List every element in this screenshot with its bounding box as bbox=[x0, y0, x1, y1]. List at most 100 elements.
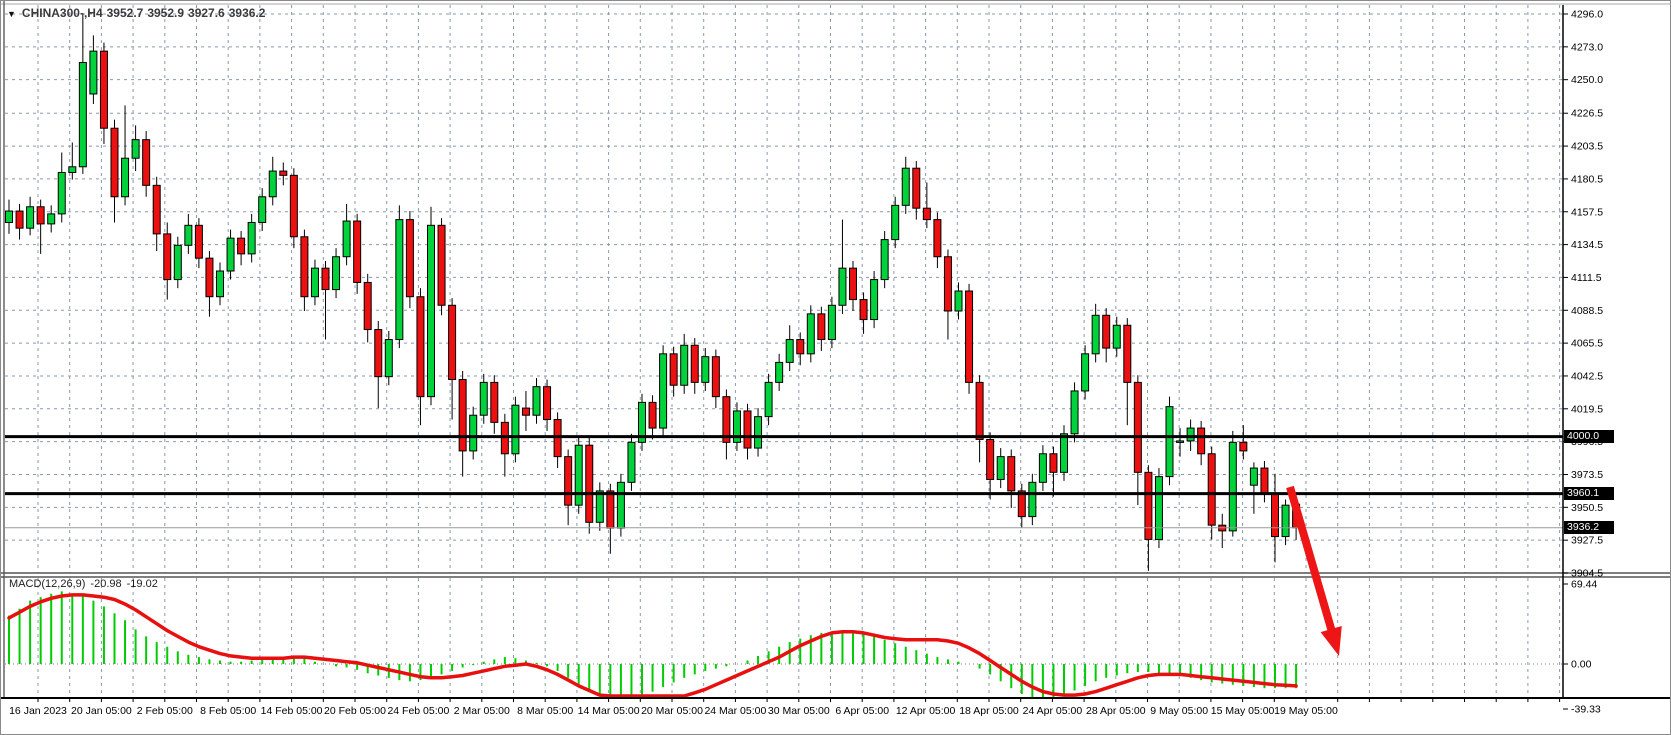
candle-bear bbox=[1260, 467, 1269, 495]
candle-bear bbox=[142, 139, 151, 186]
time-tick-label[interactable]: 18 Apr 05:00 bbox=[959, 705, 1019, 717]
candle-bull bbox=[532, 386, 541, 416]
candle-bull bbox=[1060, 433, 1068, 473]
price-tick-label: 4296.0 bbox=[1571, 9, 1603, 21]
candle-bull bbox=[870, 279, 879, 321]
candle-bear bbox=[289, 174, 298, 238]
candle-bull bbox=[1154, 476, 1163, 540]
candle-bull bbox=[247, 221, 256, 255]
price-tick-label: 3904.5 bbox=[1571, 568, 1603, 580]
price-tick-label: 4273.0 bbox=[1571, 41, 1603, 53]
candle-bear bbox=[986, 438, 995, 480]
candle-bear bbox=[648, 401, 657, 429]
candle-bull bbox=[427, 224, 435, 398]
time-tick-label[interactable]: 6 Apr 05:00 bbox=[835, 705, 889, 717]
time-tick-label[interactable]: 12 Apr 05:00 bbox=[896, 705, 956, 717]
macd-tick-label: 0.00 bbox=[1571, 659, 1592, 671]
candle-bull bbox=[121, 157, 130, 198]
candle-bull bbox=[310, 267, 319, 298]
time-tick-label[interactable]: 24 Mar 05:00 bbox=[704, 705, 766, 717]
ohlc-open: 3952.7 bbox=[106, 6, 144, 20]
candle-bull bbox=[479, 381, 488, 416]
time-tick-label[interactable]: 30 Mar 05:00 bbox=[768, 705, 830, 717]
time-tick-label[interactable]: 2 Feb 05:00 bbox=[137, 705, 193, 717]
candle-bull bbox=[131, 139, 140, 159]
candle-bear bbox=[237, 237, 246, 255]
candle-bear bbox=[1049, 453, 1058, 473]
candle-bull bbox=[1028, 481, 1037, 518]
candle-bear bbox=[521, 407, 530, 416]
time-tick-label[interactable]: 9 May 05:00 bbox=[1150, 705, 1208, 717]
candle-bull bbox=[332, 256, 341, 291]
candle-bull bbox=[638, 401, 646, 443]
candle-bear bbox=[1207, 453, 1216, 526]
time-tick-label[interactable]: 20 Mar 05:00 bbox=[641, 705, 703, 717]
trend-arrow-shaft[interactable] bbox=[1286, 485, 1337, 635]
trend-arrow-head[interactable] bbox=[1320, 626, 1342, 656]
indicator-label: MACD(12,26,9) -20.98 -19.02 bbox=[9, 578, 163, 590]
candle-bear bbox=[585, 444, 594, 523]
candle-bear bbox=[1144, 471, 1153, 540]
symbol-label: CHINA300-,H4 bbox=[21, 6, 103, 20]
time-tick-label[interactable]: 14 Feb 05:00 bbox=[261, 705, 323, 717]
candle-bear bbox=[912, 167, 921, 209]
candle-bull bbox=[395, 219, 404, 341]
price-tick-label: 3973.5 bbox=[1571, 469, 1603, 481]
candle-bull bbox=[1176, 440, 1185, 443]
symbol-dropdown-icon[interactable]: ▼ bbox=[7, 9, 16, 19]
price-tick-label: 3950.5 bbox=[1571, 502, 1603, 514]
candle-bear bbox=[1123, 324, 1132, 383]
candle-bear bbox=[374, 329, 383, 378]
time-tick-label[interactable]: 20 Feb 05:00 bbox=[324, 705, 386, 717]
time-tick-label[interactable]: 28 Apr 05:00 bbox=[1086, 705, 1146, 717]
candle-bull bbox=[47, 213, 56, 225]
candle-bull bbox=[469, 414, 478, 452]
candle-bear bbox=[363, 281, 372, 331]
candle-bear bbox=[849, 267, 857, 301]
price-tick-label: 4065.5 bbox=[1571, 338, 1603, 350]
candle-bull bbox=[616, 481, 625, 529]
price-tick-label: 4203.5 bbox=[1571, 141, 1603, 153]
time-tick-label[interactable]: 14 Mar 05:00 bbox=[578, 705, 640, 717]
price-tick-label: 3927.5 bbox=[1571, 535, 1603, 547]
price-tick-label: 4226.5 bbox=[1571, 108, 1603, 120]
ohlc-high: 3952.9 bbox=[147, 6, 185, 20]
candle-bull bbox=[1165, 406, 1174, 478]
time-tick-label[interactable]: 24 Feb 05:00 bbox=[387, 705, 449, 717]
time-tick-label[interactable]: 8 Mar 05:00 bbox=[517, 705, 573, 717]
candle-bull bbox=[827, 304, 836, 341]
candle-bear bbox=[859, 299, 868, 321]
candle-bull bbox=[173, 244, 182, 281]
candle-bull bbox=[785, 339, 794, 363]
candle-bear bbox=[669, 353, 678, 386]
indicator-name: MACD(12,26,9) bbox=[9, 578, 86, 590]
time-tick-label[interactable]: 24 Apr 05:00 bbox=[1023, 705, 1083, 717]
candle-bull bbox=[901, 167, 910, 206]
candle-bull bbox=[511, 404, 520, 455]
candle-bear bbox=[194, 224, 203, 259]
candle-bear bbox=[943, 256, 952, 312]
indicator-signal-value: -19.02 bbox=[126, 578, 158, 590]
candle-bear bbox=[606, 490, 615, 529]
candle-bull bbox=[1186, 427, 1195, 442]
candle-bull bbox=[595, 490, 604, 523]
time-tick-label[interactable]: 2 Mar 05:00 bbox=[454, 705, 510, 717]
candle-bull bbox=[880, 239, 889, 281]
candle-bear bbox=[722, 396, 731, 443]
candle-bear bbox=[110, 127, 119, 198]
time-tick-label[interactable]: 20 Jan 05:00 bbox=[71, 705, 132, 717]
time-tick-label[interactable]: 19 May 05:00 bbox=[1274, 705, 1338, 717]
candle-bear bbox=[437, 224, 446, 306]
time-tick-label[interactable]: 15 May 05:00 bbox=[1211, 705, 1275, 717]
candle-bull bbox=[954, 290, 963, 312]
candle-bull bbox=[216, 270, 224, 298]
time-tick-label[interactable]: 16 Jan 2023 bbox=[9, 705, 67, 717]
candle-bull bbox=[1249, 467, 1258, 486]
candle-bull bbox=[78, 62, 87, 168]
time-tick-label[interactable]: 8 Feb 05:00 bbox=[200, 705, 256, 717]
candle-bull bbox=[57, 171, 66, 215]
candle-bear bbox=[1197, 427, 1206, 455]
